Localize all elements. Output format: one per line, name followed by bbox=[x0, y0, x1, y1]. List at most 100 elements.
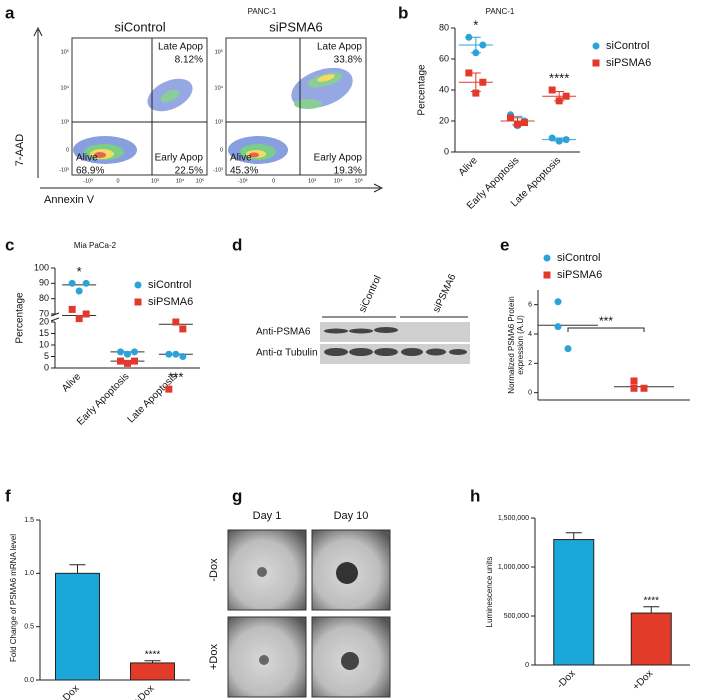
x-tick-label: Alive bbox=[457, 155, 480, 178]
data-point bbox=[472, 89, 480, 97]
quadrant-percent: 33.8% bbox=[334, 55, 362, 66]
x-tick-label: -Dox bbox=[555, 668, 578, 691]
quadrant-label: Alive bbox=[76, 153, 98, 164]
spheroid bbox=[259, 655, 269, 665]
spheroid bbox=[336, 562, 358, 584]
data-point bbox=[465, 69, 473, 77]
legend-label: siPSMA6 bbox=[557, 269, 602, 281]
quadrant-label: Late Apop bbox=[317, 42, 362, 53]
data-point bbox=[521, 119, 528, 127]
flow-x-tick: -10³ bbox=[83, 178, 93, 184]
western-blot bbox=[320, 316, 470, 364]
flow-plot-title: siControl bbox=[114, 19, 165, 34]
data-point bbox=[179, 353, 187, 360]
flow-title: PANC-1 bbox=[248, 7, 277, 16]
quadrant-label: Early Apop bbox=[155, 153, 204, 164]
data-point bbox=[117, 348, 124, 356]
error-bar bbox=[643, 606, 660, 614]
arrow-head bbox=[33, 26, 43, 37]
flow-y-tick: -10³ bbox=[59, 167, 69, 173]
legend-label: siPSMA6 bbox=[148, 296, 193, 308]
bar bbox=[55, 572, 100, 681]
legend-marker bbox=[543, 254, 551, 262]
y-tick-label: 2 bbox=[528, 360, 532, 367]
quadrant-label: Late Apop bbox=[158, 42, 203, 53]
y-tick-label: 6 bbox=[528, 302, 532, 309]
flow-x-tick: 10³ bbox=[308, 178, 316, 184]
spheroid bbox=[341, 652, 359, 670]
legend-label: siPSMA6 bbox=[606, 57, 651, 69]
y-tick-label: 80 bbox=[39, 293, 49, 303]
column-label: Day 1 bbox=[253, 510, 282, 522]
sphere-images bbox=[227, 529, 391, 698]
flow-x-tick: -10³ bbox=[238, 178, 248, 184]
data-point bbox=[548, 86, 556, 94]
y-axis-label: Percentage bbox=[15, 292, 26, 344]
data-point bbox=[555, 97, 563, 105]
data-point bbox=[179, 325, 187, 333]
data-point bbox=[472, 49, 480, 57]
arrow-head bbox=[373, 183, 384, 193]
x-tick-label: +Dox bbox=[631, 668, 655, 692]
data-point bbox=[562, 92, 570, 100]
bar bbox=[553, 539, 595, 666]
y-tick-label: 15 bbox=[39, 328, 49, 338]
data-point bbox=[548, 134, 556, 142]
panel-label: c bbox=[5, 235, 14, 254]
chart-title: Mia PaCa-2 bbox=[74, 241, 117, 250]
x-tick-label: Alive bbox=[60, 371, 83, 394]
data-point bbox=[82, 279, 90, 287]
flow-plot-title: siPSMA6 bbox=[269, 19, 322, 34]
quadrant-percent: 22.5% bbox=[175, 166, 203, 177]
y-tick-label: 0.5 bbox=[24, 624, 34, 631]
quadrant-percent: 19.3% bbox=[334, 166, 362, 177]
x-tick-label: -Dox bbox=[59, 683, 82, 700]
panel-label: f bbox=[5, 486, 11, 505]
legend-label: siControl bbox=[557, 252, 600, 264]
row-label: Anti-PSMA6 bbox=[256, 327, 311, 338]
data-point bbox=[564, 345, 572, 353]
panel-label: e bbox=[500, 235, 509, 254]
row-label: Anti-α Tubulin bbox=[256, 348, 318, 359]
micrograph bbox=[227, 529, 307, 611]
y-axis-label: Fold Change of PSMA6 mRNA level bbox=[9, 534, 18, 662]
panel-label: d bbox=[232, 235, 242, 254]
blot-bands bbox=[324, 327, 467, 356]
flow-x-tick: 10⁵ bbox=[196, 177, 204, 184]
flow-x-tick: 10³ bbox=[151, 178, 159, 184]
flow-y-tick: 0 bbox=[66, 147, 69, 153]
column-label: Day 10 bbox=[334, 510, 369, 522]
data-point bbox=[640, 384, 648, 392]
significance-bracket bbox=[567, 327, 645, 332]
flow-density bbox=[73, 67, 353, 164]
y-axis-label: expression (A.U) bbox=[516, 315, 525, 375]
y-tick-label: 500,000 bbox=[504, 613, 529, 620]
flow-plots bbox=[33, 26, 384, 193]
data-point bbox=[554, 323, 562, 331]
bar bbox=[130, 662, 175, 681]
quadrant-percent: 8.12% bbox=[175, 55, 203, 66]
y-tick-label: 0 bbox=[444, 146, 449, 156]
data-point bbox=[117, 357, 124, 365]
significance: * bbox=[473, 18, 478, 33]
flow-y-tick: 10⁴ bbox=[61, 84, 70, 91]
data-point bbox=[172, 350, 180, 358]
y-tick-label: 4 bbox=[528, 331, 532, 338]
flow-y-tick: 10³ bbox=[215, 119, 223, 125]
significance: * bbox=[77, 264, 82, 279]
flow-x-tick: 0 bbox=[116, 178, 119, 184]
significance: *** bbox=[599, 314, 613, 328]
data-point bbox=[562, 136, 570, 144]
panel-label: g bbox=[232, 486, 242, 505]
lane-label: siPSMA6 bbox=[431, 272, 459, 314]
quadrant-label: Alive bbox=[230, 153, 252, 164]
data-point bbox=[75, 315, 83, 323]
data-point bbox=[131, 357, 138, 365]
data-point bbox=[68, 305, 76, 313]
data-point bbox=[479, 78, 487, 86]
data-point bbox=[554, 298, 562, 306]
data-point bbox=[165, 385, 173, 393]
flow-y-tick: 10⁵ bbox=[215, 48, 223, 55]
data-point bbox=[507, 114, 514, 122]
